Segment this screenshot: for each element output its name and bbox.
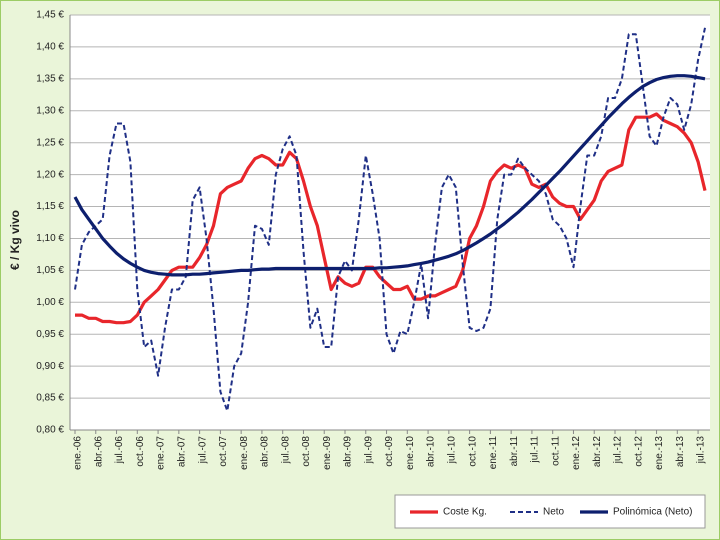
x-tick-label: jul.-12 [613,436,624,465]
x-tick-label: abr.-06 [93,436,104,468]
y-tick-label: 1,15 € [36,201,64,212]
legend-label: Coste Kg. [443,507,487,518]
x-tick-label: ene.-09 [322,436,333,470]
x-tick-label: ene.-07 [156,436,167,470]
x-tick-label: jul.-08 [280,436,291,465]
y-tick-label: 1,05 € [36,265,64,276]
x-tick-label: oct.-08 [301,436,312,467]
y-tick-label: 1,45 € [36,10,64,21]
x-tick-label: ene.-08 [239,436,250,470]
legend-label: Polinómica (Neto) [613,507,692,518]
y-tick-label: 1,40 € [36,42,64,53]
y-tick-label: 1,35 € [36,73,64,84]
x-tick-label: oct.-11 [550,436,561,466]
y-tick-label: 0,80 € [36,425,64,436]
x-tick-label: ene.-12 [571,436,582,470]
plot-area [70,15,710,430]
legend [394,494,706,529]
x-tick-label: ene.-13 [654,436,665,470]
y-axis-label: € / Kg vivo [8,210,22,270]
series-line [75,112,707,325]
x-tick-label: jul.-07 [197,436,208,465]
x-tick-label: abr.-09 [343,436,354,468]
x-tick-label: jul.-09 [363,436,374,465]
legend-label: Neto [543,507,565,518]
x-tick-label: oct.-10 [467,436,478,467]
y-tick-label: 1,10 € [36,233,64,244]
x-tick-label: jul.-06 [114,436,125,465]
x-tick-label: jul.-10 [446,436,457,465]
x-tick-label: abr.-12 [592,436,603,468]
x-tick-label: ene.-11 [488,436,499,470]
x-tick-label: jul.-13 [696,436,707,465]
x-tick-label: ene.-10 [405,436,416,470]
y-tick-label: 0,90 € [36,361,64,372]
x-tick-label: abr.-13 [675,436,686,468]
x-tick-label: jul.-11 [530,436,541,464]
x-tick-label: oct.-09 [384,436,395,467]
x-tick-label: abr.-11 [509,436,520,467]
x-tick-label: oct.-07 [218,436,229,467]
x-tick-label: ene.-06 [73,436,84,470]
y-tick-label: 1,30 € [36,105,64,116]
series-line [73,74,706,277]
y-tick-label: 0,95 € [36,329,64,340]
y-tick-label: 0,85 € [36,393,64,404]
y-tick-label: 1,20 € [36,169,64,180]
y-tick-label: 1,00 € [36,297,64,308]
x-tick-label: abr.-08 [260,436,271,468]
x-tick-label: oct.-12 [633,436,644,467]
x-tick-label: oct.-06 [135,436,146,467]
y-tick-label: 1,25 € [36,137,64,148]
x-tick-label: abr.-07 [176,436,187,468]
x-tick-label: abr.-10 [426,436,437,468]
series-line [74,27,706,412]
